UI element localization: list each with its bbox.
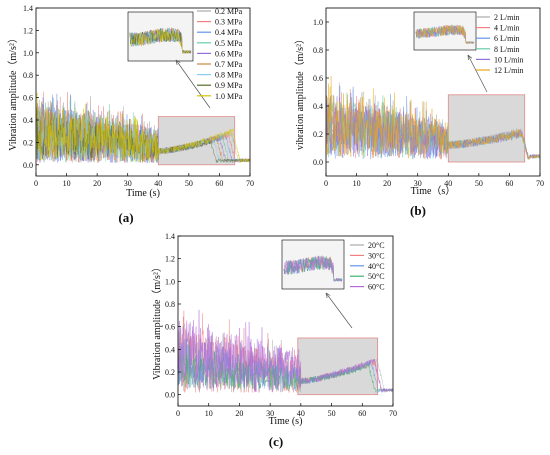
y-tick-label: 1.0 bbox=[23, 49, 33, 58]
legend-label: 0.3 MPa bbox=[215, 18, 243, 27]
x-tick-label: 20 bbox=[235, 409, 243, 418]
legend-label: 30°C bbox=[368, 251, 385, 260]
legend-label: 1.0 MPa bbox=[215, 92, 243, 101]
series-line bbox=[325, 75, 541, 160]
series-line bbox=[35, 92, 251, 163]
panel-label: (b) bbox=[410, 203, 426, 218]
x-tick-label: 70 bbox=[246, 179, 254, 188]
legend-label: 0.9 MPa bbox=[215, 81, 243, 90]
x-tick-label: 60 bbox=[358, 409, 366, 418]
series-line bbox=[35, 103, 250, 164]
y-tick-label: 1.2 bbox=[165, 255, 175, 264]
legend-label: 6 L/min bbox=[494, 34, 520, 43]
x-tick-label: 20 bbox=[383, 179, 391, 188]
x-tick-label: 20 bbox=[93, 179, 101, 188]
x-tick-label: 50 bbox=[475, 179, 483, 188]
y-tick-label: 0.2 bbox=[23, 138, 33, 147]
zoom-region-box bbox=[447, 94, 526, 163]
plot-frame bbox=[177, 235, 394, 407]
x-tick-label: 40 bbox=[154, 179, 162, 188]
y-tick-label: 1.2 bbox=[23, 26, 33, 35]
panel-label: (c) bbox=[269, 434, 283, 449]
chart-panel: 0 10 20 30 40 50 60 70 0.0 0.2 0.4 0.6 0.8 1.0 1.2 1.4 T… bbox=[7, 4, 254, 225]
legend-label: 0.4 MPa bbox=[215, 28, 243, 37]
y-axis-label: vibration amplitude（m/s²） bbox=[294, 34, 306, 150]
y-axis-label: Vibration amplitude（m/s²） bbox=[7, 33, 19, 151]
x-tick-label: 60 bbox=[215, 179, 223, 188]
x-tick-label: 10 bbox=[63, 179, 71, 188]
inset-series-line bbox=[415, 25, 475, 45]
series-line bbox=[177, 309, 393, 393]
x-tick-label: 30 bbox=[414, 179, 422, 188]
y-tick-label: 0.6 bbox=[165, 323, 175, 332]
legend-label: 0.2 MPa bbox=[215, 7, 243, 16]
legend-label: 12 L/min bbox=[494, 66, 524, 75]
y-tick-label: 0.8 bbox=[23, 71, 33, 80]
legend-label: 0.5 MPa bbox=[215, 39, 243, 48]
legend-label: 60°C bbox=[368, 283, 385, 292]
legend-label: 0.7 MPa bbox=[215, 60, 243, 69]
x-tick-label: 50 bbox=[185, 179, 193, 188]
legend-label: 0.8 MPa bbox=[215, 71, 243, 80]
x-tick-label: 30 bbox=[266, 409, 274, 418]
y-tick-label: 0.2 bbox=[313, 130, 323, 139]
legend-label: 10 L/min bbox=[494, 55, 524, 64]
x-axis-label: Time (s) bbox=[269, 416, 303, 427]
zoom-arrow bbox=[467, 54, 488, 93]
y-tick-label: 0.0 bbox=[165, 391, 175, 400]
y-tick-label: 0.8 bbox=[313, 46, 323, 55]
x-tick-label: 30 bbox=[124, 179, 132, 188]
zoom-arrow bbox=[175, 59, 211, 109]
chart-panel: 0 10 20 30 40 50 60 70 0.0 0.2 0.4 0.6 0.8 1.0 1.2 1.4 T… bbox=[151, 232, 397, 449]
inset-series-line bbox=[129, 28, 192, 55]
legend-label: 0.6 MPa bbox=[215, 49, 243, 58]
zoom-arrow-head bbox=[175, 59, 181, 65]
y-tick-label: 1.0 bbox=[313, 18, 323, 27]
y-tick-label: 0.4 bbox=[165, 345, 175, 354]
y-tick-label: 0.0 bbox=[23, 161, 33, 170]
y-tick-label: 1.0 bbox=[165, 277, 175, 286]
y-tick-label: 0.4 bbox=[23, 116, 33, 125]
x-tick-label: 50 bbox=[328, 409, 336, 418]
x-tick-label: 70 bbox=[389, 409, 397, 418]
x-axis-label: Time (s) bbox=[126, 188, 160, 199]
plot-frame bbox=[325, 7, 541, 177]
x-axis-label: Time（s） bbox=[411, 185, 456, 197]
x-tick-label: 40 bbox=[444, 179, 452, 188]
x-tick-label: 0 bbox=[176, 409, 180, 418]
x-tick-label: 10 bbox=[205, 409, 213, 418]
legend-label: 8 L/min bbox=[494, 45, 520, 54]
x-tick-label: 0 bbox=[324, 179, 328, 188]
y-tick-label: 0.6 bbox=[23, 94, 33, 103]
legend-label: 50°C bbox=[368, 272, 385, 281]
x-tick-label: 40 bbox=[297, 409, 305, 418]
zoom-arrow bbox=[325, 292, 353, 329]
y-tick-label: 0.6 bbox=[313, 74, 323, 83]
y-tick-label: 0.0 bbox=[313, 158, 323, 167]
x-tick-label: 70 bbox=[536, 179, 544, 188]
y-tick-label: 0.2 bbox=[165, 368, 175, 377]
zoom-arrow-head bbox=[467, 54, 473, 61]
legend-label: 4 L/min bbox=[494, 24, 520, 33]
legend-label: 2 L/min bbox=[494, 13, 520, 22]
inset-series-line bbox=[129, 28, 192, 55]
y-tick-label: 1.4 bbox=[23, 4, 33, 13]
plot-frame bbox=[35, 7, 251, 177]
x-tick-label: 0 bbox=[34, 179, 38, 188]
legend-label: 40°C bbox=[368, 262, 385, 271]
y-tick-label: 1.4 bbox=[165, 232, 175, 241]
inset-series-line bbox=[283, 255, 343, 283]
x-tick-label: 60 bbox=[505, 179, 513, 188]
series-line bbox=[325, 96, 540, 160]
panel-label: (a) bbox=[118, 210, 133, 225]
inset-series-line bbox=[283, 255, 343, 282]
x-tick-label: 10 bbox=[353, 179, 361, 188]
y-axis-label: Vibration amplitude（m/s²） bbox=[151, 262, 163, 380]
chart-panel: 0 10 20 30 40 50 60 70 0.0 0.2 0.4 0.6 0.8 1.0 Time（s）… bbox=[294, 7, 544, 218]
y-tick-label: 0.4 bbox=[313, 102, 323, 111]
zoom-arrow-head bbox=[325, 292, 331, 298]
legend-label: 20°C bbox=[368, 241, 385, 250]
y-tick-label: 0.8 bbox=[165, 300, 175, 309]
